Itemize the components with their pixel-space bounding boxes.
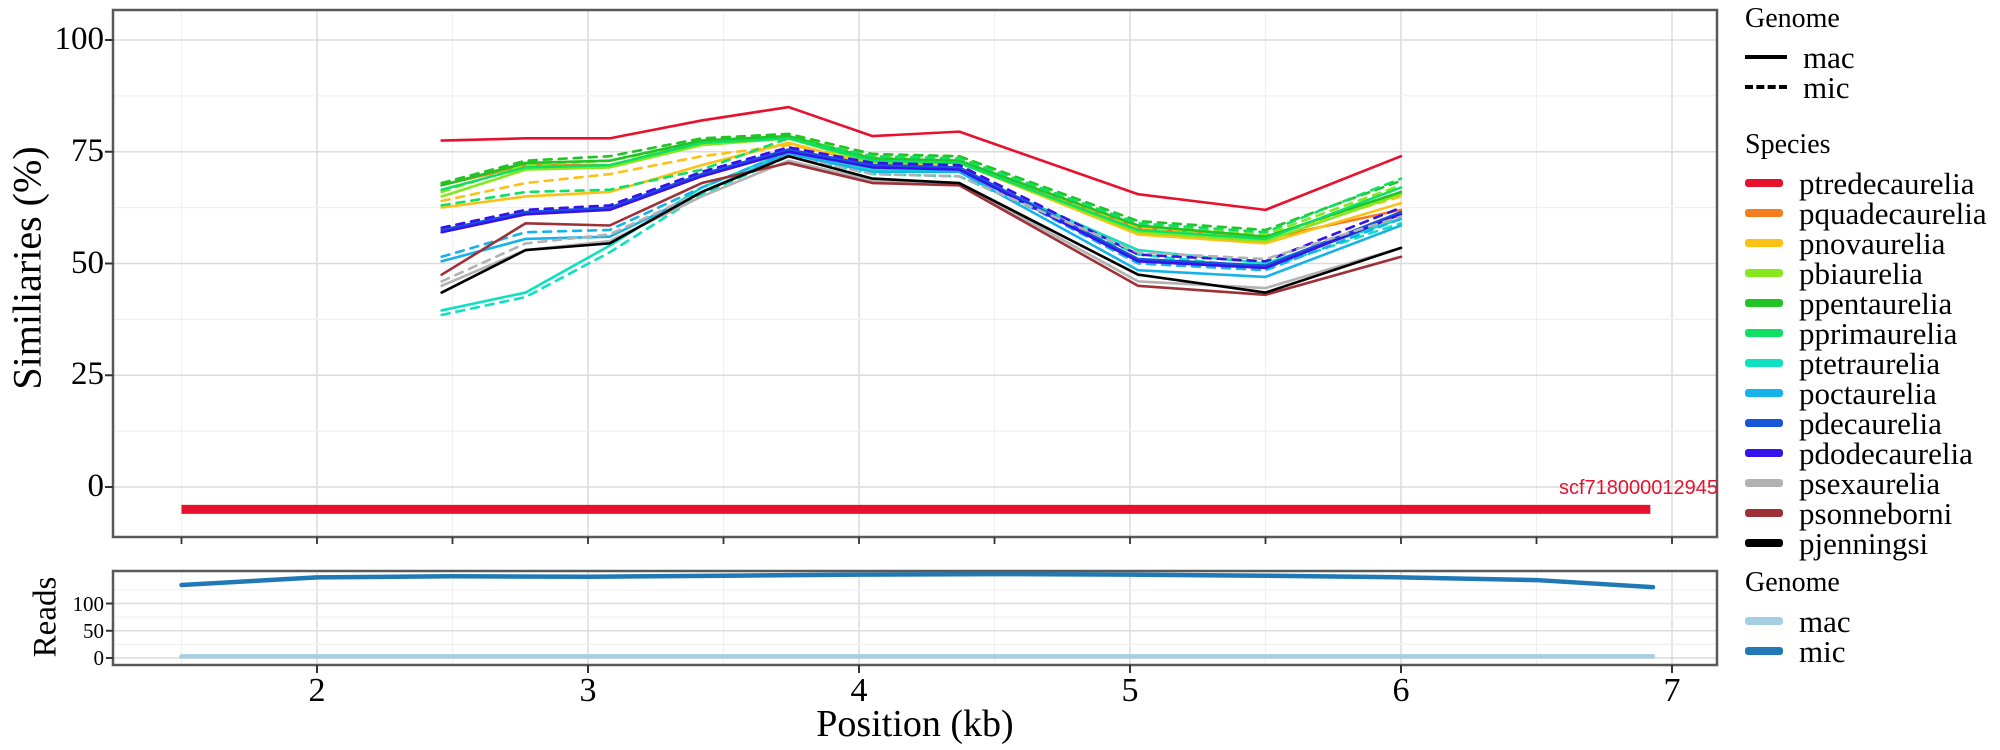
series-pjenningsi-mac — [440, 154, 1403, 294]
legend-item-genome-mic: mic — [1745, 69, 2000, 105]
x-axis-title: Position (kb) — [816, 703, 1014, 745]
series-pdecaurelia-mac — [440, 148, 1403, 268]
series-pnovaurelia-mac — [440, 141, 1403, 245]
legend-item-label: mic — [1803, 69, 1850, 105]
color-swatch-icon — [1745, 509, 1783, 517]
series-psonneborni-mac — [440, 161, 1403, 297]
legend-item-species-ptetraurelia: ptetraurelia — [1745, 345, 2000, 381]
y-tick-label-reads: 100 — [72, 591, 105, 616]
y-tick-label-similarity: 25 — [71, 356, 104, 393]
color-swatch-icon — [1745, 299, 1783, 307]
y-tick-label-reads: 50 — [83, 618, 104, 643]
legend-item-genome-mac: mac — [1745, 39, 2000, 75]
legend-item-label: pquadecaurelia — [1799, 195, 1987, 231]
y-tick-label-similarity: 50 — [71, 244, 104, 281]
color-swatch-icon — [1745, 479, 1783, 487]
legend-item-genome-reads-mac: mac — [1745, 603, 2000, 639]
legend-item-label: pdodecaurelia — [1799, 435, 1973, 471]
x-tick-label: 3 — [579, 672, 597, 709]
legend-item-species-psexaurelia: psexaurelia — [1745, 465, 2000, 501]
x-tick-label: 2 — [308, 672, 326, 709]
color-swatch-icon — [1745, 329, 1783, 337]
legend-species-title: Species — [1745, 129, 1831, 160]
x-tick-label: 5 — [1121, 672, 1139, 709]
series-pprimaurelia-mic — [440, 137, 1403, 234]
legend-item-species-pnovaurelia: pnovaurelia — [1745, 225, 2000, 261]
color-swatch-icon — [1745, 269, 1783, 277]
color-swatch-icon — [1745, 449, 1783, 457]
legend-item-species-pjenningsi: pjenningsi — [1745, 525, 2000, 561]
legend-item-label: pprimaurelia — [1799, 315, 1958, 351]
legend-item-label: psexaurelia — [1799, 465, 1941, 501]
color-swatch-icon — [1745, 359, 1783, 367]
legend-item-species-pdecaurelia: pdecaurelia — [1745, 405, 2000, 441]
series-ptredecaurelia-mac — [440, 105, 1403, 212]
color-swatch-icon — [1745, 419, 1783, 427]
color-swatch-icon — [1745, 617, 1783, 625]
legend-item-label: ptetraurelia — [1799, 345, 1941, 381]
color-swatch-icon — [1745, 239, 1783, 247]
x-tick-label: 6 — [1392, 672, 1410, 709]
scaffold-bar — [181, 504, 1651, 514]
series-psexaurelia-mic — [440, 154, 1403, 283]
legend-item-label: mac — [1803, 39, 1855, 75]
color-swatch-icon — [1745, 647, 1783, 655]
legend-item-species-pprimaurelia: pprimaurelia — [1745, 315, 2000, 351]
y-tick-label-similarity: 75 — [71, 132, 104, 169]
similarity-panel-border — [111, 8, 1719, 539]
color-swatch-icon — [1745, 539, 1783, 547]
y-tick-label-reads: 0 — [93, 646, 105, 670]
legend-item-label: pdecaurelia — [1799, 405, 1942, 441]
color-swatch-icon — [1745, 179, 1783, 187]
color-swatch-icon — [1745, 209, 1783, 217]
legend-item-species-pquadecaurelia: pquadecaurelia — [1745, 195, 2000, 231]
solid-line-key-icon — [1745, 55, 1787, 59]
y-axis-title-similarity: Similiaries (%) — [4, 146, 50, 390]
legend-item-label: pbiaurelia — [1799, 255, 1923, 291]
legend-genome-top-title: Genome — [1745, 3, 1840, 34]
x-tick-label: 4 — [850, 672, 868, 709]
dashed-line-key-icon — [1745, 85, 1787, 89]
legend-item-label: pjenningsi — [1799, 525, 1929, 561]
legend-item-species-pdodecaurelia: pdodecaurelia — [1745, 435, 2000, 471]
legend-item-species-psonneborni: psonneborni — [1745, 495, 2000, 531]
legend-item-label: ppentaurelia — [1799, 285, 1953, 321]
legend-item-label: psonneborni — [1799, 495, 1953, 531]
legend-genome-top: Genome mac mic — [1745, 2, 2000, 105]
legend-genome-bottom-title: Genome — [1745, 567, 1840, 598]
y-tick-label-similarity: 100 — [54, 21, 105, 57]
y-tick-label-similarity: 0 — [87, 468, 105, 504]
x-tick-label: 7 — [1663, 672, 1681, 709]
legend-species: Species ptredecaurelia pquadecaurelia pnov… — [1745, 128, 2000, 561]
scaffold-annotation: scf718000012945 — [1558, 477, 1718, 499]
legend-item-species-ptredecaurelia: ptredecaurelia — [1745, 165, 2000, 201]
series-ppentaurelia-mic — [440, 132, 1403, 232]
legend-item-label: ptredecaurelia — [1799, 165, 1975, 201]
series-pprimaurelia-mac — [440, 137, 1403, 241]
legend-item-genome-reads-mic: mic — [1745, 633, 2000, 669]
legend-item-label: mic — [1799, 633, 1846, 669]
legend-item-species-pbiaurelia: pbiaurelia — [1745, 255, 2000, 291]
series-pdodecaurelia-mic — [440, 145, 1403, 263]
legend-genome-bottom: Genome mac mic — [1745, 566, 2000, 669]
series-pdodecaurelia-mac — [440, 150, 1403, 270]
legend-item-label: poctaurelia — [1799, 375, 1937, 411]
legend-item-species-ppentaurelia: ppentaurelia — [1745, 285, 2000, 321]
legend-item-label: mac — [1799, 603, 1851, 639]
legend-item-label: pnovaurelia — [1799, 225, 1946, 261]
color-swatch-icon — [1745, 389, 1783, 397]
reads-series-mic — [179, 571, 1656, 590]
legend-item-species-poctaurelia: poctaurelia — [1745, 375, 2000, 411]
reads-panel-border — [111, 569, 1719, 667]
y-axis-title-reads: Reads — [27, 576, 64, 658]
